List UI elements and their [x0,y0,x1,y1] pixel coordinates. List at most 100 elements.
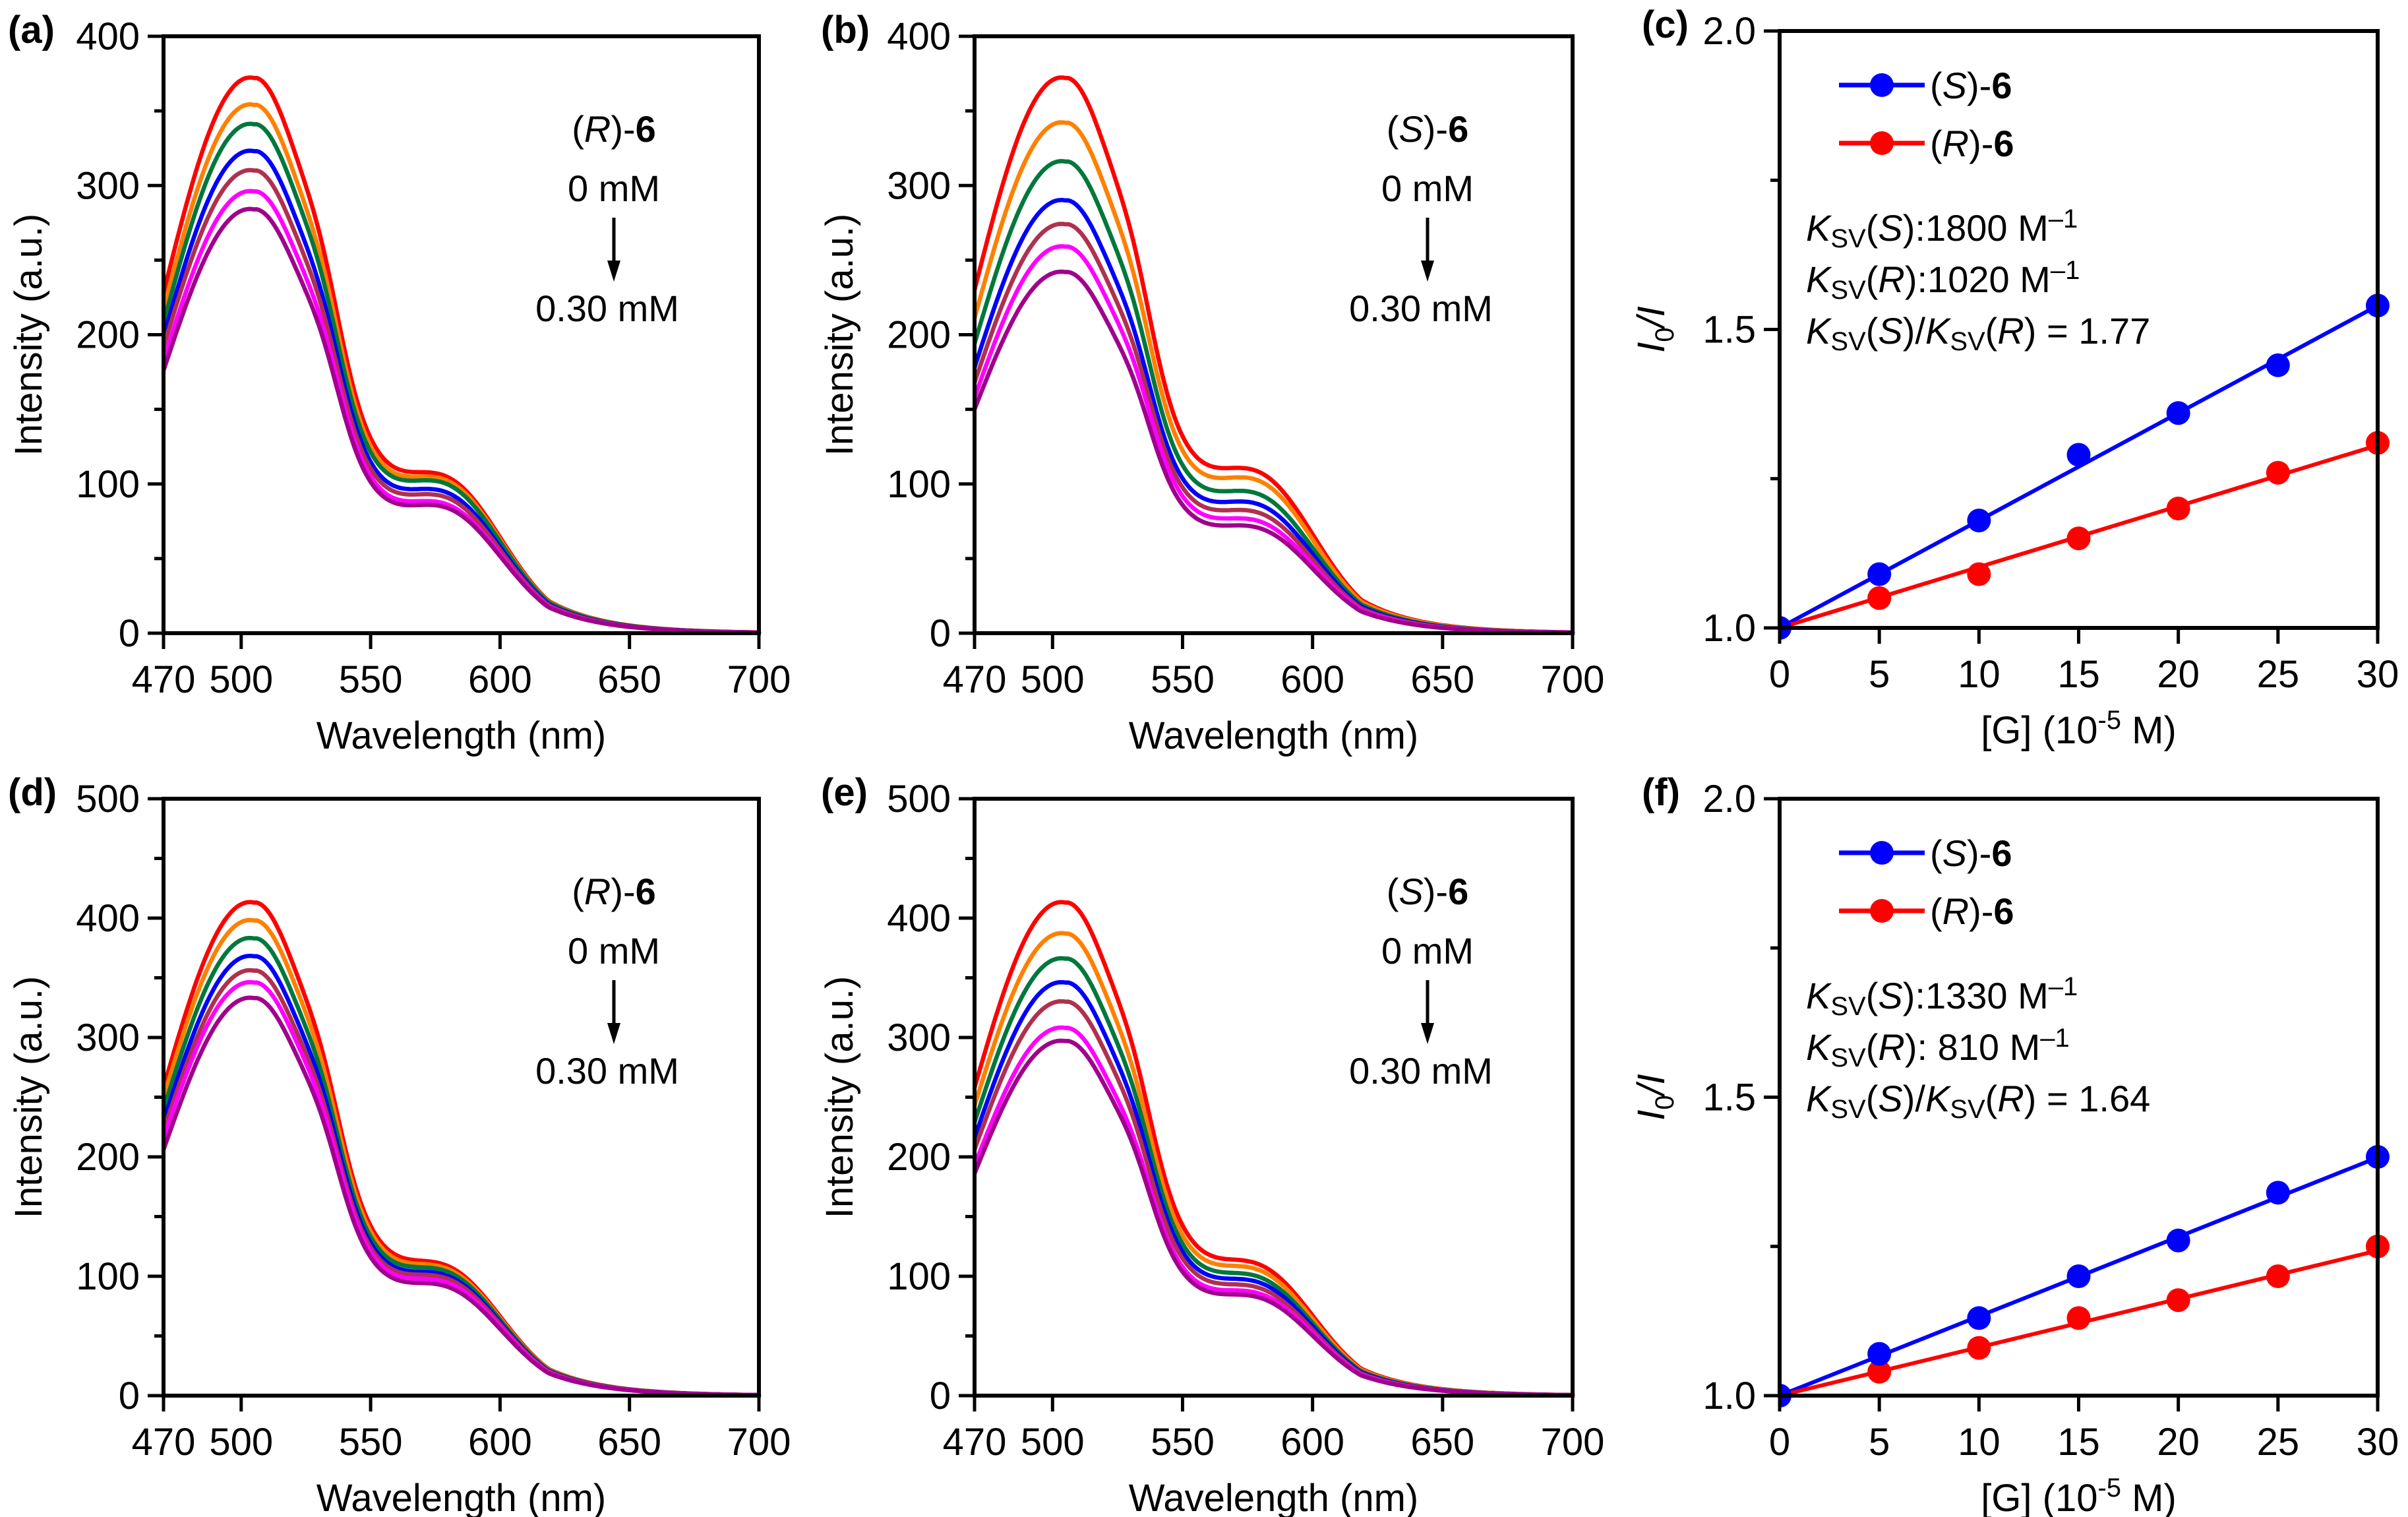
text-span: = 1.77 [2047,310,2150,352]
text-span: K [1806,975,1832,1016]
y-tick-label: 1.5 [1702,1076,1756,1119]
text-span: ( [1387,108,1399,150]
y-tick-label: 300 [887,164,951,207]
x-tick-label: 700 [727,658,791,701]
x-axis-title: Wavelength (nm) [316,714,606,757]
text-span: K [1925,310,1952,352]
text-span: )- [1424,108,1448,150]
panel-a: (a) 0 100 200 300 400 470 500 550 600 650 700 Wavele… [7,9,791,757]
text-span: :1020 M [1917,259,2050,300]
axes-frame [973,34,1575,635]
x-axis-title: Wavelength (nm) [1129,1477,1418,1517]
x-tick-label: 500 [1021,658,1085,701]
text-span: :1800 M [1915,207,2048,249]
ksv-annotation-s: KSV(S):1330 M–1 [1806,972,2078,1021]
x-tick-label: 20 [2157,1421,2200,1464]
x-tick-label: 470 [943,658,1007,701]
x-axis-title: [G] (10-5 M) [1981,1473,2177,1517]
x-tick-label: 15 [2057,653,2100,696]
down-arrow-icon [607,980,620,1044]
y-tick-label: 200 [887,1136,951,1179]
text-span: K [1806,207,1832,249]
x-tick-label: 500 [209,1421,273,1464]
y-tick-label: 100 [887,463,951,506]
legend-item-r: (R)-6 [1839,123,2014,164]
legend-item-s: (S)-6 [1839,65,2012,106]
panel-label: (d) [8,771,57,814]
concentration-start-label: 0 mM [1381,168,1474,209]
x-axis-title: Wavelength (nm) [316,1477,606,1517]
spectrum-line-2 [164,917,762,1398]
text-span: SV [1830,224,1866,253]
text-span: ( [1930,832,1942,874]
spectrum-line-3 [164,121,762,635]
y-tick-label: 0 [119,1375,140,1417]
text-span: ( [1930,123,1942,164]
text-span: SV [1830,327,1866,356]
text-span: M) [2121,1477,2177,1517]
ksv-annotation-r: KSV(R):1020 M–1 [1806,256,2080,305]
legend-marker-icon [1870,841,1894,865]
data-point-r-15 [2066,526,2091,551]
x-axis-title: [G] (10-5 M) [1981,706,2177,752]
y-tick-label: 0 [930,1375,951,1417]
data-point-s-10 [1967,1306,1991,1330]
text-span: )- [1967,832,1991,874]
x-tick-label: 600 [1280,1421,1344,1464]
plot-area [1780,294,2390,640]
text-span: 6 [1448,871,1468,912]
spectrum-line-7 [164,995,762,1398]
text-span: [G] (10 [1981,709,2097,752]
panel-label: (e) [821,771,868,814]
spectrum-line-3 [975,956,1575,1398]
data-point-r-5 [1867,586,1892,610]
spectrum-line-7 [975,269,1575,635]
text-span: 6 [636,871,656,912]
plot-area [164,75,762,635]
x-tick-label: 0 [1769,1421,1790,1464]
x-tick-label: 500 [1021,1421,1085,1464]
y-tick-label: 200 [887,314,951,357]
x-tick-label: 30 [2357,653,2399,696]
x-tick-label: 470 [132,658,196,701]
text-span: S [1878,310,1902,352]
text-span: M) [2121,709,2177,752]
spectrum-line-7 [164,206,762,635]
text-span: S [1878,1078,1902,1119]
data-point-s-25 [2266,353,2290,377]
text-span: [G] (10 [1981,1477,2097,1517]
ksv-ratio-annotation: KSV(S)/KSV(R) = 1.77 [1806,310,2150,356]
ksv-annotation-s: KSV(S):1800 M–1 [1806,204,2078,253]
x-tick-label: 700 [727,1421,791,1464]
compound-label: (S)-6 [1387,871,1468,912]
x-tick-label: 25 [2257,653,2300,696]
text-span: –1 [2040,1024,2070,1053]
x-tick-label: 470 [943,1421,1007,1464]
x-tick-label: 600 [1280,658,1344,701]
down-arrow-icon [607,218,620,282]
y-tick-label: 2.0 [1702,10,1756,53]
concentration-start-label: 0 mM [568,930,660,972]
spectrum-line-1 [164,900,762,1398]
data-point-r-20 [2166,497,2190,520]
spectrum-line-4 [975,979,1575,1398]
text-span: K [1925,1078,1952,1119]
text-span: K [1806,1026,1832,1068]
y-tick-label: 1.5 [1702,309,1756,352]
y-tick-label: 300 [887,1016,951,1059]
spectrum-line-4 [164,148,762,635]
x-tick-label: 0 [1769,653,1790,696]
panel-c: (c)1.01.52.00 5 10 15 20 25 30[G] (10-5 M)I0/I… [1630,3,2399,752]
x-axis-title: Wavelength (nm) [1129,714,1418,757]
y-axis-title: I0/I [1630,1074,1679,1121]
text-span: 6 [636,108,656,150]
panel-d: (d) 0 100 200 300 400 500 470 500 550 600 650 700 Wav… [7,771,791,1517]
panel-f: (f)1.01.52.00 5 10 15 20 25 30[G] (10-5 M)I0/I… [1630,771,2399,1517]
concentration-end-label: 0.30 mM [1349,288,1493,329]
legend-label: (R)-6 [1930,123,2014,164]
panel-e: (e) 0 100 200 300 400 500 470 500 550 600 650 700 Wav… [818,771,1604,1517]
x-tick-label: 10 [1958,653,2001,696]
legend-item-s: (S)-6 [1839,832,2012,874]
y-axis-title: Intensity (a.u.) [818,976,861,1218]
